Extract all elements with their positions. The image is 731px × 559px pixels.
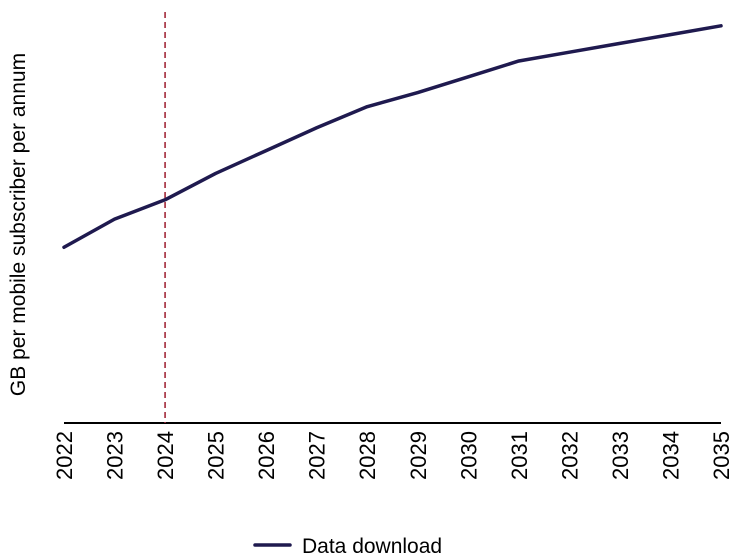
x-tick-label-2023: 2023	[103, 431, 128, 480]
series-line-data-download	[62, 24, 723, 250]
x-tick-label-2033: 2033	[608, 431, 633, 480]
x-tick-labels: 2022 2023 2024 2025 2026 2027 2028 2029 2030 2031…	[52, 431, 731, 480]
x-tick-label-2024: 2024	[153, 431, 178, 480]
x-tick-label-2030: 2030	[456, 431, 481, 480]
x-tick-label-2029: 2029	[406, 431, 431, 480]
x-tick-label-2031: 2031	[507, 431, 532, 480]
legend: Data download	[253, 535, 442, 558]
x-tick-label-2034: 2034	[658, 431, 683, 480]
x-tick-label-2035: 2035	[709, 431, 731, 480]
x-tick-label-2028: 2028	[355, 431, 380, 480]
y-axis-title: GB per mobile subscriber per annum	[7, 53, 30, 396]
x-tick-label-2032: 2032	[557, 431, 582, 480]
x-tick-label-2026: 2026	[254, 431, 279, 480]
x-tick-label-2025: 2025	[204, 431, 229, 480]
x-tick-label-2022: 2022	[52, 431, 77, 480]
plot-area: 2022 2023 2024 2025 2026 2027 2028 2029 2030 2031…	[52, 12, 731, 480]
x-tick-label-2027: 2027	[305, 431, 330, 480]
legend-label-data-download: Data download	[302, 535, 442, 558]
series-layer	[62, 24, 723, 250]
